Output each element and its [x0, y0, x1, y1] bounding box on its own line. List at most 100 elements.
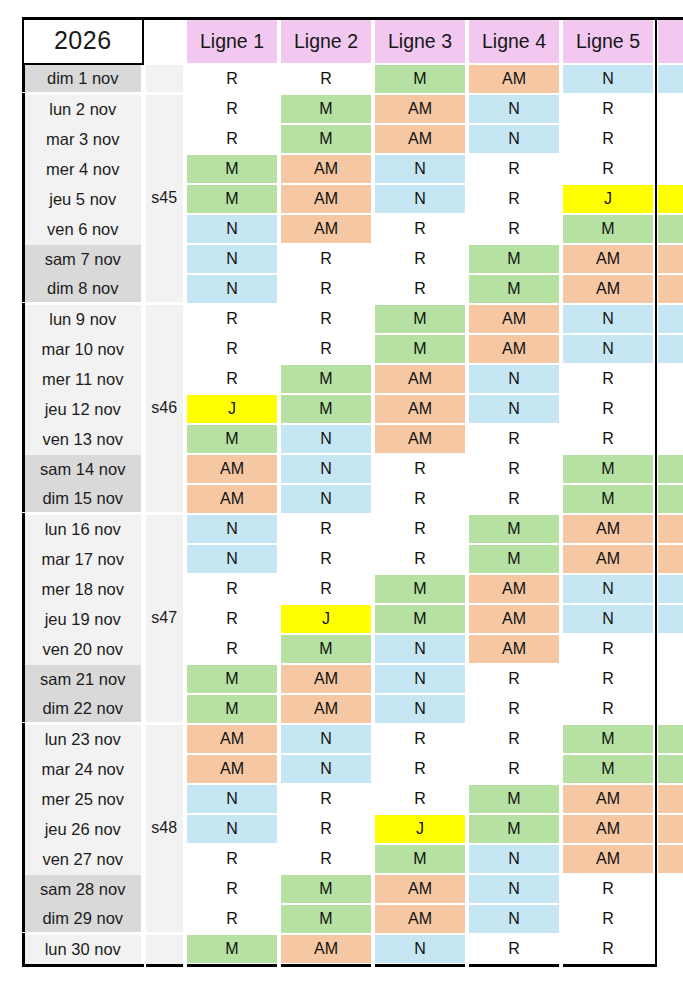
shift-cell[interactable]: AM: [469, 335, 559, 364]
shift-cell[interactable]: AM: [187, 485, 277, 514]
shift-cell[interactable]: AM: [187, 755, 277, 784]
overflow-shift-cell[interactable]: [658, 575, 683, 604]
shift-cell[interactable]: N: [469, 95, 559, 124]
date-cell[interactable]: dim 8 nov: [25, 275, 142, 302]
shift-cell[interactable]: R: [469, 155, 559, 184]
shift-cell[interactable]: R: [469, 215, 559, 244]
date-cell[interactable]: lun 2 nov: [25, 95, 142, 125]
overflow-shift-cell[interactable]: [658, 725, 683, 754]
date-cell[interactable]: mer 4 nov: [25, 155, 142, 185]
shift-cell[interactable]: R: [281, 305, 371, 334]
shift-cell[interactable]: R: [375, 785, 465, 814]
shift-cell[interactable]: R: [281, 815, 371, 844]
shift-cell[interactable]: AM: [375, 395, 465, 424]
shift-cell[interactable]: R: [469, 665, 559, 694]
shift-cell[interactable]: AM: [281, 215, 371, 244]
shift-cell[interactable]: AM: [281, 935, 371, 964]
shift-cell[interactable]: AM: [563, 545, 653, 574]
overflow-shift-cell[interactable]: [658, 605, 683, 634]
shift-cell[interactable]: R: [469, 485, 559, 514]
shift-cell[interactable]: M: [469, 245, 559, 274]
shift-cell[interactable]: N: [469, 905, 559, 934]
overflow-shift-cell[interactable]: [658, 365, 683, 394]
shift-cell[interactable]: R: [563, 635, 653, 664]
date-cell[interactable]: mer 11 nov: [25, 365, 142, 395]
date-cell[interactable]: sam 14 nov: [25, 455, 142, 485]
shift-cell[interactable]: N: [469, 125, 559, 154]
shift-cell[interactable]: N: [187, 215, 277, 244]
overflow-shift-cell[interactable]: [658, 755, 683, 784]
shift-cell[interactable]: M: [563, 725, 653, 754]
date-cell[interactable]: mar 10 nov: [25, 335, 142, 365]
shift-cell[interactable]: M: [375, 65, 465, 94]
shift-cell[interactable]: N: [281, 425, 371, 454]
overflow-shift-cell[interactable]: [658, 95, 683, 124]
shift-cell[interactable]: R: [187, 305, 277, 334]
date-cell[interactable]: jeu 19 nov: [25, 605, 142, 635]
line-header-cell[interactable]: Ligne 5: [563, 20, 653, 63]
date-cell[interactable]: sam 21 nov: [25, 665, 142, 695]
date-cell[interactable]: dim 1 nov: [25, 65, 142, 92]
shift-cell[interactable]: R: [281, 845, 371, 874]
date-cell[interactable]: ven 13 nov: [25, 425, 142, 455]
shift-cell[interactable]: M: [281, 125, 371, 154]
shift-cell[interactable]: N: [375, 155, 465, 184]
overflow-shift-cell[interactable]: [658, 455, 683, 484]
shift-cell[interactable]: M: [469, 515, 559, 544]
shift-cell[interactable]: R: [469, 725, 559, 754]
shift-cell[interactable]: M: [187, 665, 277, 694]
shift-cell[interactable]: AM: [281, 155, 371, 184]
shift-cell[interactable]: M: [563, 215, 653, 244]
shift-cell[interactable]: R: [375, 485, 465, 514]
shift-cell[interactable]: R: [187, 335, 277, 364]
shift-cell[interactable]: N: [375, 695, 465, 724]
shift-cell[interactable]: R: [281, 335, 371, 364]
shift-cell[interactable]: N: [281, 725, 371, 754]
overflow-shift-cell[interactable]: [658, 845, 683, 874]
shift-cell[interactable]: AM: [563, 245, 653, 274]
shift-cell[interactable]: R: [187, 635, 277, 664]
overflow-shift-cell[interactable]: [658, 275, 683, 304]
overflow-shift-cell[interactable]: [658, 905, 683, 934]
shift-cell[interactable]: R: [281, 275, 371, 304]
shift-cell[interactable]: N: [187, 245, 277, 274]
shift-cell[interactable]: N: [281, 455, 371, 484]
shift-cell[interactable]: M: [281, 365, 371, 394]
date-cell[interactable]: sam 7 nov: [25, 245, 142, 275]
shift-cell[interactable]: AM: [563, 275, 653, 304]
shift-cell[interactable]: R: [469, 425, 559, 454]
overflow-shift-cell[interactable]: [658, 665, 683, 694]
shift-cell[interactable]: R: [281, 545, 371, 574]
shift-cell[interactable]: M: [375, 845, 465, 874]
shift-cell[interactable]: N: [469, 365, 559, 394]
shift-cell[interactable]: R: [563, 425, 653, 454]
overflow-shift-cell[interactable]: [658, 155, 683, 184]
week-number-cell[interactable]: s46: [146, 305, 184, 512]
shift-cell[interactable]: R: [563, 695, 653, 724]
overflow-shift-cell[interactable]: [658, 935, 683, 964]
shift-cell[interactable]: J: [563, 185, 653, 214]
overflow-shift-cell[interactable]: [658, 485, 683, 514]
year-header-cell[interactable]: 2026: [22, 17, 144, 65]
shift-cell[interactable]: R: [563, 365, 653, 394]
shift-cell[interactable]: R: [563, 395, 653, 424]
shift-cell[interactable]: M: [187, 935, 277, 964]
overflow-shift-cell[interactable]: [658, 545, 683, 574]
shift-cell[interactable]: J: [375, 815, 465, 844]
overflow-shift-cell[interactable]: [658, 125, 683, 154]
overflow-shift-cell[interactable]: [658, 65, 683, 94]
shift-cell[interactable]: R: [375, 725, 465, 754]
shift-cell[interactable]: R: [281, 785, 371, 814]
line-header-cell[interactable]: Ligne 3: [375, 20, 465, 63]
date-cell[interactable]: mer 25 nov: [25, 785, 142, 815]
overflow-shift-cell[interactable]: [658, 695, 683, 724]
shift-cell[interactable]: R: [187, 125, 277, 154]
shift-cell[interactable]: N: [281, 485, 371, 514]
date-cell[interactable]: mer 18 nov: [25, 575, 142, 605]
shift-cell[interactable]: M: [469, 275, 559, 304]
date-cell[interactable]: lun 16 nov: [25, 515, 142, 545]
shift-cell[interactable]: R: [187, 65, 277, 94]
shift-cell[interactable]: M: [187, 185, 277, 214]
shift-cell[interactable]: N: [563, 605, 653, 634]
shift-cell[interactable]: M: [469, 785, 559, 814]
